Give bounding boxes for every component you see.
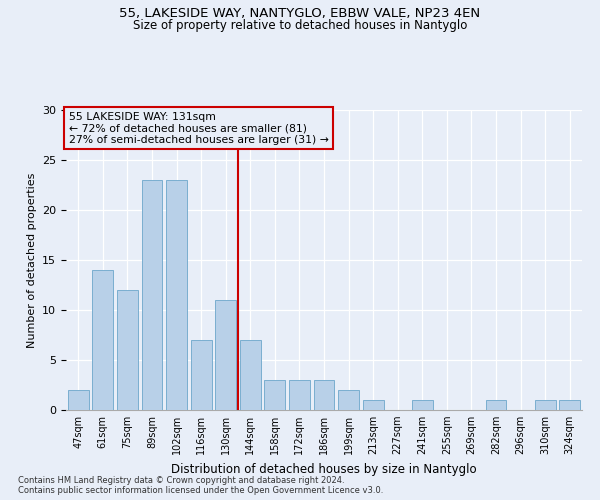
Bar <box>559 400 580 410</box>
Bar <box>535 400 556 410</box>
Bar <box>191 340 212 410</box>
Bar <box>289 380 310 410</box>
Bar <box>166 180 187 410</box>
Bar <box>338 390 359 410</box>
Text: 55, LAKESIDE WAY, NANTYGLO, EBBW VALE, NP23 4EN: 55, LAKESIDE WAY, NANTYGLO, EBBW VALE, N… <box>119 8 481 20</box>
Bar <box>215 300 236 410</box>
Text: Contains HM Land Registry data © Crown copyright and database right 2024.: Contains HM Land Registry data © Crown c… <box>18 476 344 485</box>
Bar <box>92 270 113 410</box>
X-axis label: Distribution of detached houses by size in Nantyglo: Distribution of detached houses by size … <box>171 462 477 475</box>
Text: Size of property relative to detached houses in Nantyglo: Size of property relative to detached ho… <box>133 18 467 32</box>
Bar <box>314 380 334 410</box>
Text: Contains public sector information licensed under the Open Government Licence v3: Contains public sector information licen… <box>18 486 383 495</box>
Bar <box>362 400 383 410</box>
Bar <box>142 180 163 410</box>
Bar <box>485 400 506 410</box>
Text: 55 LAKESIDE WAY: 131sqm
← 72% of detached houses are smaller (81)
27% of semi-de: 55 LAKESIDE WAY: 131sqm ← 72% of detache… <box>68 112 328 144</box>
Bar <box>412 400 433 410</box>
Y-axis label: Number of detached properties: Number of detached properties <box>26 172 37 348</box>
Bar <box>265 380 286 410</box>
Bar <box>68 390 89 410</box>
Bar <box>117 290 138 410</box>
Bar <box>240 340 261 410</box>
